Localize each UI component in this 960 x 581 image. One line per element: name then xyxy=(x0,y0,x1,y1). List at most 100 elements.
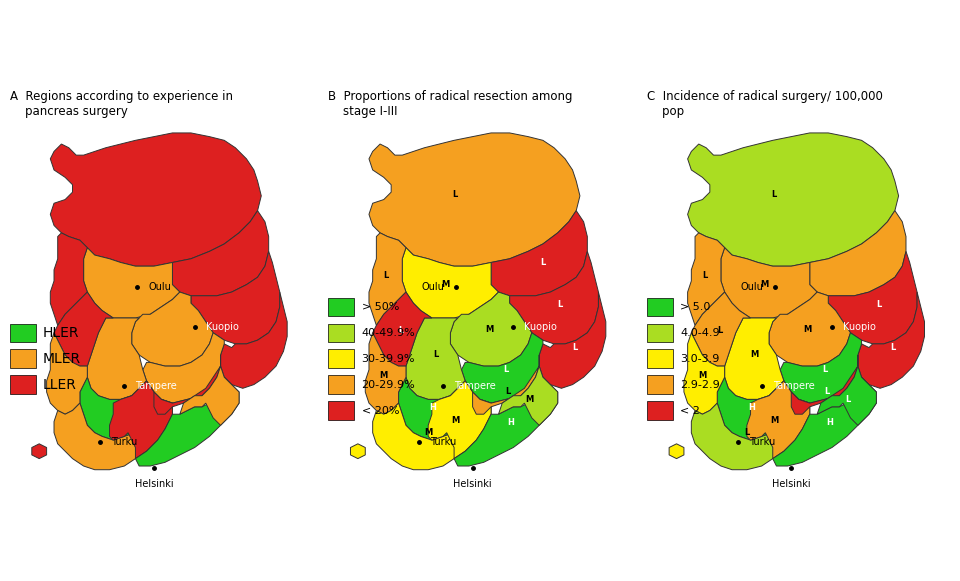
Polygon shape xyxy=(32,444,47,458)
Polygon shape xyxy=(684,333,725,414)
Text: Oulu: Oulu xyxy=(149,282,171,292)
Text: MLER: MLER xyxy=(43,352,81,365)
Polygon shape xyxy=(462,333,543,403)
Text: M: M xyxy=(760,280,768,289)
Text: < 2: < 2 xyxy=(681,406,700,415)
Text: L: L xyxy=(744,428,750,437)
Polygon shape xyxy=(50,233,87,325)
Polygon shape xyxy=(406,318,466,399)
Polygon shape xyxy=(221,292,287,388)
Polygon shape xyxy=(540,292,606,388)
Text: 40-49.9%: 40-49.9% xyxy=(362,328,416,338)
Text: M: M xyxy=(751,350,758,359)
Polygon shape xyxy=(173,211,269,296)
Polygon shape xyxy=(154,355,221,414)
Text: M: M xyxy=(424,428,432,437)
Polygon shape xyxy=(369,133,580,266)
Text: L: L xyxy=(823,365,828,374)
Text: L: L xyxy=(506,387,511,396)
Text: A  Regions according to experience in
    pancreas surgery: A Regions according to experience in pan… xyxy=(10,90,232,118)
Bar xyxy=(10,349,36,368)
Text: Turku: Turku xyxy=(111,437,137,447)
Text: Kuopio: Kuopio xyxy=(205,322,239,332)
Polygon shape xyxy=(450,292,532,366)
Text: H: H xyxy=(508,418,515,428)
Text: Oulu: Oulu xyxy=(422,282,444,292)
Bar xyxy=(10,375,36,394)
Polygon shape xyxy=(84,248,180,318)
Polygon shape xyxy=(492,211,588,296)
Polygon shape xyxy=(350,444,365,458)
Text: Oulu: Oulu xyxy=(740,282,763,292)
Text: M: M xyxy=(770,416,779,425)
Text: Turku: Turku xyxy=(749,437,775,447)
Text: 3.0-3.9: 3.0-3.9 xyxy=(681,354,720,364)
Polygon shape xyxy=(369,233,406,325)
Polygon shape xyxy=(691,292,751,366)
Polygon shape xyxy=(80,377,154,440)
Polygon shape xyxy=(428,381,492,458)
Polygon shape xyxy=(687,133,899,266)
Polygon shape xyxy=(402,248,498,318)
Text: L: L xyxy=(383,271,389,280)
Polygon shape xyxy=(687,233,725,325)
Text: L: L xyxy=(825,387,829,396)
Text: Kuopio: Kuopio xyxy=(843,322,876,332)
Polygon shape xyxy=(828,252,917,344)
Text: H: H xyxy=(429,403,436,412)
Polygon shape xyxy=(717,377,791,440)
Text: L: L xyxy=(557,300,563,309)
Bar xyxy=(647,375,673,394)
Polygon shape xyxy=(180,366,239,425)
Text: M: M xyxy=(379,371,388,380)
Text: L: L xyxy=(540,258,545,267)
Polygon shape xyxy=(365,333,406,414)
Bar xyxy=(647,401,673,419)
Text: Helsinki: Helsinki xyxy=(772,479,810,489)
Text: H: H xyxy=(826,418,833,428)
Polygon shape xyxy=(769,292,851,366)
Text: B  Proportions of radical resection among
    stage I-III: B Proportions of radical resection among… xyxy=(328,90,573,118)
Text: > 50%: > 50% xyxy=(362,302,399,312)
Text: L: L xyxy=(891,343,896,352)
Text: Tampere: Tampere xyxy=(773,382,814,392)
Polygon shape xyxy=(498,366,558,425)
Text: 4.0-4.9: 4.0-4.9 xyxy=(681,328,720,338)
Polygon shape xyxy=(858,292,924,388)
Text: Helsinki: Helsinki xyxy=(134,479,173,489)
Bar xyxy=(328,297,354,316)
Text: 2.9-2.9: 2.9-2.9 xyxy=(681,379,720,390)
Polygon shape xyxy=(725,318,784,399)
Polygon shape xyxy=(398,377,472,440)
Text: 20-29.9%: 20-29.9% xyxy=(362,379,416,390)
Text: M: M xyxy=(698,371,707,380)
Text: LLER: LLER xyxy=(43,378,77,392)
Bar xyxy=(328,375,354,394)
Polygon shape xyxy=(669,444,684,458)
Polygon shape xyxy=(510,252,598,344)
Text: H: H xyxy=(748,403,755,412)
Polygon shape xyxy=(191,252,279,344)
Polygon shape xyxy=(773,377,876,466)
Text: HLER: HLER xyxy=(43,326,80,340)
Bar xyxy=(328,324,354,342)
Polygon shape xyxy=(87,318,147,399)
Text: L: L xyxy=(771,189,777,199)
Bar xyxy=(328,401,354,419)
Polygon shape xyxy=(54,399,173,469)
Polygon shape xyxy=(109,381,173,458)
Text: < 20%: < 20% xyxy=(362,406,399,415)
Polygon shape xyxy=(810,211,906,296)
Bar xyxy=(647,349,673,368)
Bar xyxy=(647,324,673,342)
Polygon shape xyxy=(54,292,113,366)
Text: L: L xyxy=(504,365,509,374)
Polygon shape xyxy=(50,133,261,266)
Text: M: M xyxy=(452,416,460,425)
Text: > 5.0: > 5.0 xyxy=(681,302,710,312)
Polygon shape xyxy=(135,377,239,466)
Text: L: L xyxy=(572,343,577,352)
Polygon shape xyxy=(372,292,432,366)
Text: Helsinki: Helsinki xyxy=(453,479,492,489)
Text: M: M xyxy=(485,325,493,334)
